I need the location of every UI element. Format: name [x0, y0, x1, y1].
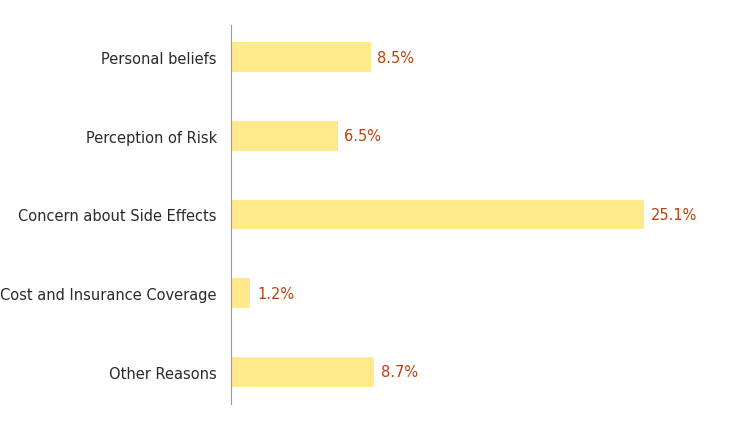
- Bar: [231, 43, 371, 73]
- Bar: [231, 279, 251, 308]
- Text: 1.2%: 1.2%: [257, 286, 294, 301]
- Bar: [231, 122, 338, 151]
- Bar: [231, 357, 374, 387]
- Text: 8.7%: 8.7%: [381, 365, 417, 380]
- Text: 25.1%: 25.1%: [651, 208, 697, 222]
- Text: 8.5%: 8.5%: [377, 50, 414, 65]
- Text: 6.5%: 6.5%: [344, 129, 382, 144]
- Bar: [231, 200, 644, 230]
